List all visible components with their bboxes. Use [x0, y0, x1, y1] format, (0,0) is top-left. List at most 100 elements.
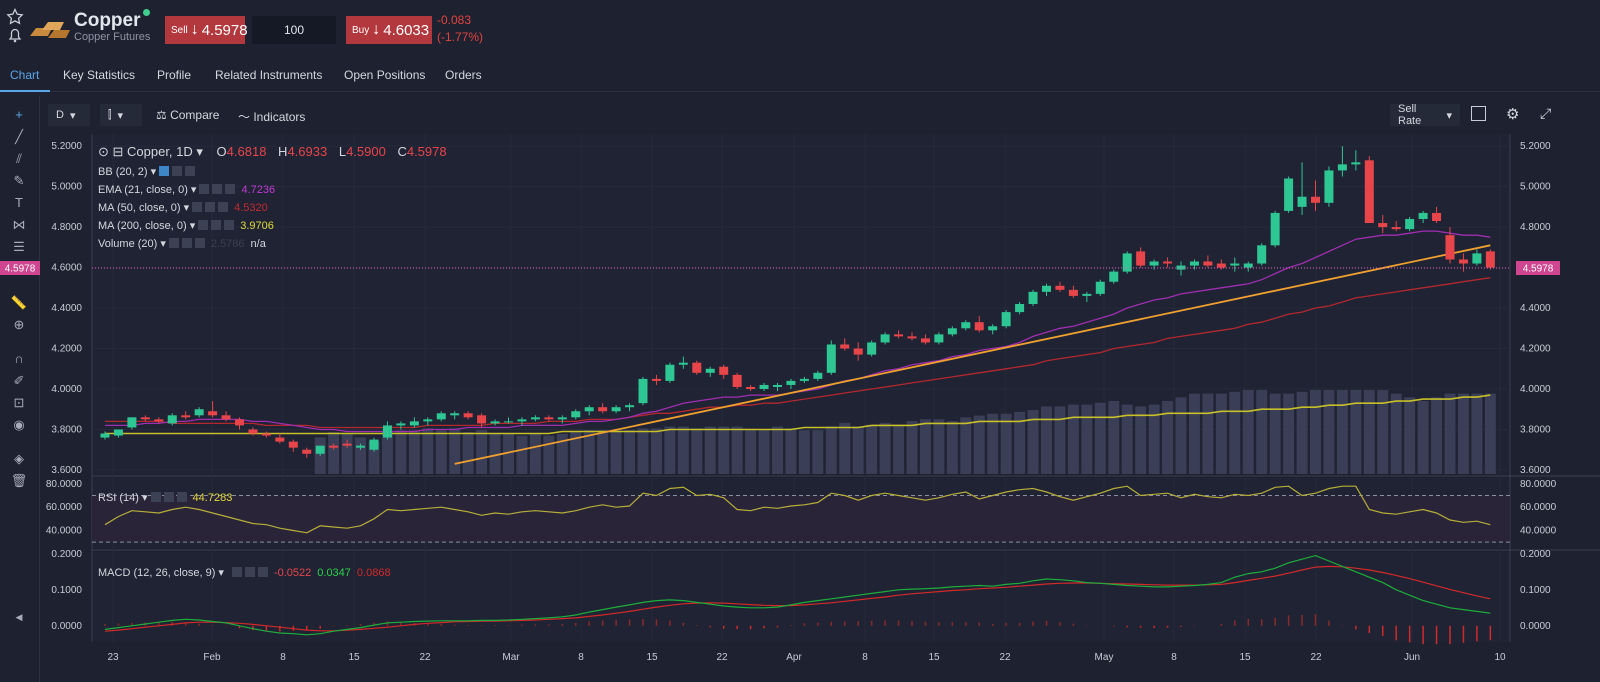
tab-related-instruments[interactable]: Related Instruments — [215, 68, 323, 82]
star-icon[interactable] — [6, 8, 24, 26]
settings-icon[interactable] — [205, 202, 216, 212]
ma50-legend[interactable]: MA (50, close, 0) ▾ 4.5320 — [98, 202, 268, 214]
settings-gear-icon[interactable]: ⚙ — [1506, 106, 1520, 123]
volume-bar — [839, 422, 851, 474]
visibility-icon[interactable] — [199, 184, 210, 194]
volume-bar — [422, 428, 434, 474]
volume-bar — [1323, 389, 1335, 474]
close-icon[interactable] — [225, 184, 236, 194]
chart-type-select[interactable]: ⫿ ▾ — [100, 104, 142, 126]
candle — [154, 419, 164, 422]
ma200-line — [105, 394, 1491, 435]
settings-icon[interactable] — [211, 220, 222, 230]
stay-drawing-icon[interactable]: ✐ — [13, 373, 25, 388]
ma200-legend[interactable]: MA (200, close, 0) ▾ 3.9706 — [98, 220, 274, 232]
change-value: -0.083 — [437, 13, 472, 27]
quantity-input[interactable]: 100 — [252, 16, 336, 44]
eye-icon[interactable]: ◉ — [13, 417, 25, 432]
visibility-icon[interactable] — [192, 202, 203, 212]
macd-left-tick: 0.2000 — [51, 549, 82, 560]
collapse-icon[interactable]: ⊙ ⊟ — [98, 144, 128, 159]
volume-bar — [691, 428, 703, 474]
ohlc-legend: ⊙ ⊟ Copper, 1D ▾ O4.6818 H4.6933 L4.5900… — [98, 144, 447, 159]
indicators-button[interactable]: 〜 Indicators — [238, 108, 305, 125]
visibility-icon[interactable] — [168, 238, 179, 248]
tab-open-positions[interactable]: Open Positions — [344, 68, 426, 82]
alert-bell-icon[interactable] — [6, 26, 24, 44]
pattern-icon[interactable]: ⋈ — [12, 217, 26, 232]
rate-select[interactable]: Sell Rate ▾ — [1390, 103, 1460, 127]
settings-icon[interactable] — [172, 166, 183, 176]
tab-key-statistics[interactable]: Key Statistics — [63, 68, 136, 82]
compare-button[interactable]: ⚖ Compare — [156, 108, 219, 122]
visibility-icon[interactable] — [231, 567, 242, 577]
settings-icon[interactable] — [212, 184, 223, 194]
time-axis-tick: 22 — [716, 652, 728, 663]
close-icon[interactable] — [176, 492, 187, 502]
rsi-line — [104, 485, 1491, 534]
candle — [1122, 253, 1132, 272]
tab-orders[interactable]: Orders — [445, 68, 482, 82]
close-icon[interactable] — [224, 220, 235, 230]
volume-bar — [1444, 393, 1456, 474]
trend-line-icon[interactable]: ╱ — [15, 129, 23, 144]
lock-icon[interactable]: ⊡ — [13, 395, 25, 410]
close-icon[interactable] — [185, 166, 196, 176]
ema-legend[interactable]: EMA (21, close, 0) ▾ 4.7236 — [98, 184, 276, 196]
candle — [665, 364, 675, 381]
sell-button[interactable]: Sell ↓ 4.5978 — [165, 16, 248, 44]
buy-button[interactable]: Buy ↓ 4.6033 — [346, 16, 432, 44]
time-axis-tick: 8 — [578, 652, 584, 663]
interval-select[interactable]: D ▾ — [48, 104, 90, 126]
candle — [894, 334, 904, 337]
rsi-left-tick: 60.0000 — [46, 502, 83, 513]
collapse-arrow-icon[interactable]: ◀ — [15, 612, 23, 622]
macd-legend[interactable]: MACD (12, 26, close, 9) ▾ -0.0522 0.0347 0.… — [98, 567, 391, 579]
brush-icon[interactable]: ✎ — [13, 173, 25, 188]
ruler-icon[interactable]: 📏 — [10, 295, 28, 310]
instrument-name: Copper — [74, 10, 141, 31]
close-icon[interactable] — [194, 238, 205, 248]
bb-legend[interactable]: BB (20, 2) ▾ — [98, 165, 196, 178]
zoom-in-icon[interactable]: ⊕ — [13, 317, 25, 332]
left-price-tick: 4.4000 — [51, 303, 82, 314]
volume-bar — [1202, 393, 1214, 474]
magnet-icon[interactable]: ∩ — [14, 351, 24, 366]
volume-bar — [1350, 389, 1362, 474]
price-tag-left — [0, 261, 40, 276]
symbol-label[interactable]: Copper, 1D — [127, 144, 193, 159]
close-icon[interactable] — [218, 202, 229, 212]
candle — [961, 322, 971, 329]
volume-bar — [1484, 393, 1496, 474]
candle — [1472, 253, 1482, 264]
crosshair-icon[interactable]: + — [15, 107, 23, 122]
text-tool-icon[interactable]: T — [15, 195, 23, 210]
candle-icon: ⫿ — [108, 108, 112, 121]
ma50-value: 4.5320 — [234, 202, 268, 214]
fibonacci-icon[interactable]: ☰ — [13, 239, 25, 254]
ma50-label: MA (50, close, 0) — [98, 202, 181, 214]
multi-line-icon[interactable]: ⫽ — [16, 151, 22, 166]
rsi-legend[interactable]: RSI (14) ▾ 44.7283 — [98, 492, 233, 504]
fullscreen-icon[interactable]: ⤢ — [1540, 105, 1552, 121]
visibility-icon[interactable] — [159, 166, 170, 176]
right-price-tick: 3.8000 — [1520, 424, 1551, 435]
layers-icon[interactable]: ◈ — [14, 451, 24, 466]
settings-icon[interactable] — [181, 238, 192, 248]
trash-icon[interactable]: 🗑 — [10, 473, 28, 488]
snapshot-icon[interactable] — [1471, 106, 1486, 121]
settings-icon[interactable] — [244, 567, 255, 577]
close-icon[interactable] — [257, 567, 268, 577]
candle — [732, 374, 742, 387]
settings-icon[interactable] — [163, 492, 174, 502]
tab-chart[interactable]: Chart — [10, 68, 40, 82]
volume-legend[interactable]: Volume (20) ▾ 2.5786 n/a — [98, 238, 266, 250]
candle — [1297, 196, 1307, 207]
candle — [678, 362, 688, 365]
visibility-icon[interactable] — [198, 220, 209, 230]
visibility-icon[interactable] — [150, 492, 161, 502]
tab-profile[interactable]: Profile — [157, 68, 192, 82]
candle — [315, 445, 325, 454]
down-arrow-icon: ↓ — [190, 21, 199, 38]
